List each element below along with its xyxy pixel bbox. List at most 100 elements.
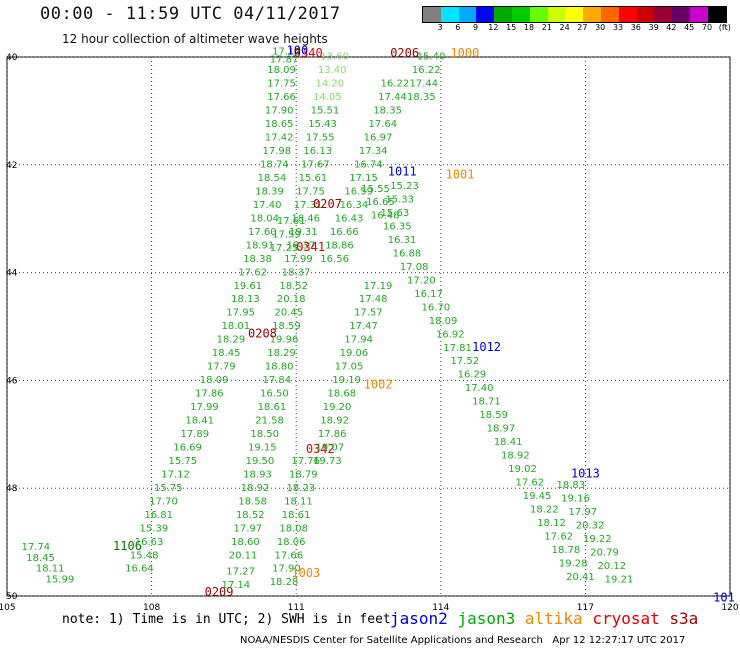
wave-height-value: 18.83: [556, 480, 585, 491]
pass-time-label: 0208: [248, 326, 277, 340]
wave-height-value: 19.19: [332, 375, 361, 386]
wave-height-value: 17.76: [291, 456, 320, 467]
wave-height-value: 18.91: [246, 240, 275, 251]
wave-height-value: 17.66: [267, 92, 296, 103]
wave-height-value: 17.99: [284, 254, 313, 265]
wave-height-value: 17.14: [272, 46, 301, 57]
wave-height-value: 15.33: [385, 195, 414, 206]
x-tick-label: 111: [288, 603, 305, 613]
wave-height-value: 18.41: [185, 416, 214, 427]
wave-height-value: 19.31: [289, 227, 318, 238]
x-tick-label: 105: [0, 603, 16, 613]
wave-height-value: 17.67: [301, 159, 330, 170]
wave-height-value: 18.23: [287, 483, 316, 494]
legend-swatch: [440, 7, 459, 22]
wave-height-value: 17.79: [207, 362, 236, 373]
wave-height-value: 18.74: [260, 159, 289, 170]
wave-height-value: 18.59: [479, 410, 508, 421]
wave-height-value: 17.97: [234, 523, 263, 534]
legend-swatch: [600, 7, 619, 22]
wave-height-value: 17.89: [181, 429, 210, 440]
wave-height-value: 18.12: [537, 518, 566, 529]
legend-tick-label: 70: [701, 23, 713, 32]
wave-height-value: 15.48: [130, 550, 159, 561]
wave-height-value: 15.75: [168, 456, 197, 467]
wave-height-value: 17.90: [272, 564, 301, 575]
wave-height-value: 18.50: [250, 429, 279, 440]
wave-height-value: 18.09: [200, 375, 229, 386]
wave-height-value: 16.43: [335, 213, 364, 224]
legend-swatch: [565, 7, 584, 22]
wave-height-value: 19.21: [605, 575, 634, 586]
wave-height-value: 16.31: [388, 235, 417, 246]
wave-height-value: 16.92: [436, 329, 465, 340]
wave-height-value: 17.25: [270, 243, 299, 254]
wave-height-value: 17.86: [318, 429, 347, 440]
wave-height-value: 17.34: [359, 146, 388, 157]
legend-swatch: [458, 7, 477, 22]
wave-height-value: 16.35: [383, 221, 412, 232]
color-scale-ticks: 3 6 9 12 15 18 21 24 27 30 33 36 39 42 45 70 (ft): [422, 23, 740, 35]
wave-height-value: 18.54: [258, 173, 287, 184]
wave-height-value: 16.66: [330, 227, 359, 238]
wave-height-value: 18.79: [289, 469, 318, 480]
wave-height-value: 17.75: [296, 186, 325, 197]
wave-height-value: 19.22: [583, 534, 612, 545]
wave-height-value: 14.20: [315, 79, 344, 90]
wave-height-value: 18.06: [277, 537, 306, 548]
wave-height-value: 18.01: [221, 321, 250, 332]
y-tick-label: 40: [6, 53, 18, 63]
satellite-legend-altika: altika: [524, 609, 593, 628]
wave-height-value: 16.22: [381, 79, 410, 90]
legend-tick-label: 42: [666, 23, 677, 32]
x-tick-label: 120: [721, 603, 738, 613]
legend-swatch: [618, 7, 637, 22]
pass-time-label: 1106: [113, 539, 142, 553]
wave-height-value: 19.96: [270, 335, 299, 346]
wave-height-value: 20.32: [576, 521, 605, 532]
wave-height-value: 19.15: [248, 442, 277, 453]
legend-tick-label: 9: [473, 23, 479, 32]
wave-height-value: 18.45: [212, 348, 241, 359]
wave-height-value: 17.59: [272, 230, 301, 241]
wave-height-value: 18.61: [258, 402, 287, 413]
legend-tick-label: 36: [630, 23, 641, 32]
wave-height-value: 18.28: [270, 577, 299, 588]
pass-time-label: 100: [287, 43, 309, 57]
wave-height-value: 18.46: [291, 213, 320, 224]
wave-height-value: 16.97: [364, 133, 393, 144]
wave-height-value: 15.61: [299, 173, 328, 184]
wave-height-value: 18.80: [265, 362, 294, 373]
legend-tick-label: 15: [506, 23, 517, 32]
wave-height-value: 18.65: [265, 119, 294, 130]
legend-swatch: [423, 7, 441, 22]
legend-swatch: [707, 7, 726, 22]
wave-height-value: 18.38: [243, 254, 272, 265]
pass-time-label: 0341: [296, 240, 325, 254]
wave-height-value: 17.75: [267, 79, 296, 90]
wave-height-value: 19.28: [559, 558, 588, 569]
y-tick-label: 44: [6, 269, 18, 279]
legend-swatch: [689, 7, 708, 22]
wave-height-value: 17.81: [443, 343, 472, 354]
wave-height-value: 17.62: [544, 531, 573, 542]
wave-height-value: 15.55: [361, 184, 390, 195]
wave-height-value: 17.66: [275, 550, 304, 561]
wave-height-value: 17.97: [569, 507, 598, 518]
legend-tick-label: 45: [684, 23, 695, 32]
pass-time-label: 0340: [294, 46, 323, 60]
wave-height-value: 16.29: [458, 370, 487, 381]
wave-height-value: 17.08: [400, 262, 429, 273]
wave-height-value: 19.02: [508, 464, 537, 475]
color-scale-legend: [422, 6, 727, 23]
pass-time-label: 1012: [472, 340, 501, 354]
wave-height-value: 17.12: [161, 469, 190, 480]
wave-height-value: 19.50: [246, 456, 275, 467]
wave-height-value: 16.50: [260, 389, 289, 400]
legend-tick-label: 3: [437, 23, 443, 32]
pass-time-label: 1011: [388, 165, 417, 179]
legend-swatch: [654, 7, 673, 22]
legend-swatch: [476, 7, 495, 22]
y-tick-label: 46: [6, 376, 18, 386]
